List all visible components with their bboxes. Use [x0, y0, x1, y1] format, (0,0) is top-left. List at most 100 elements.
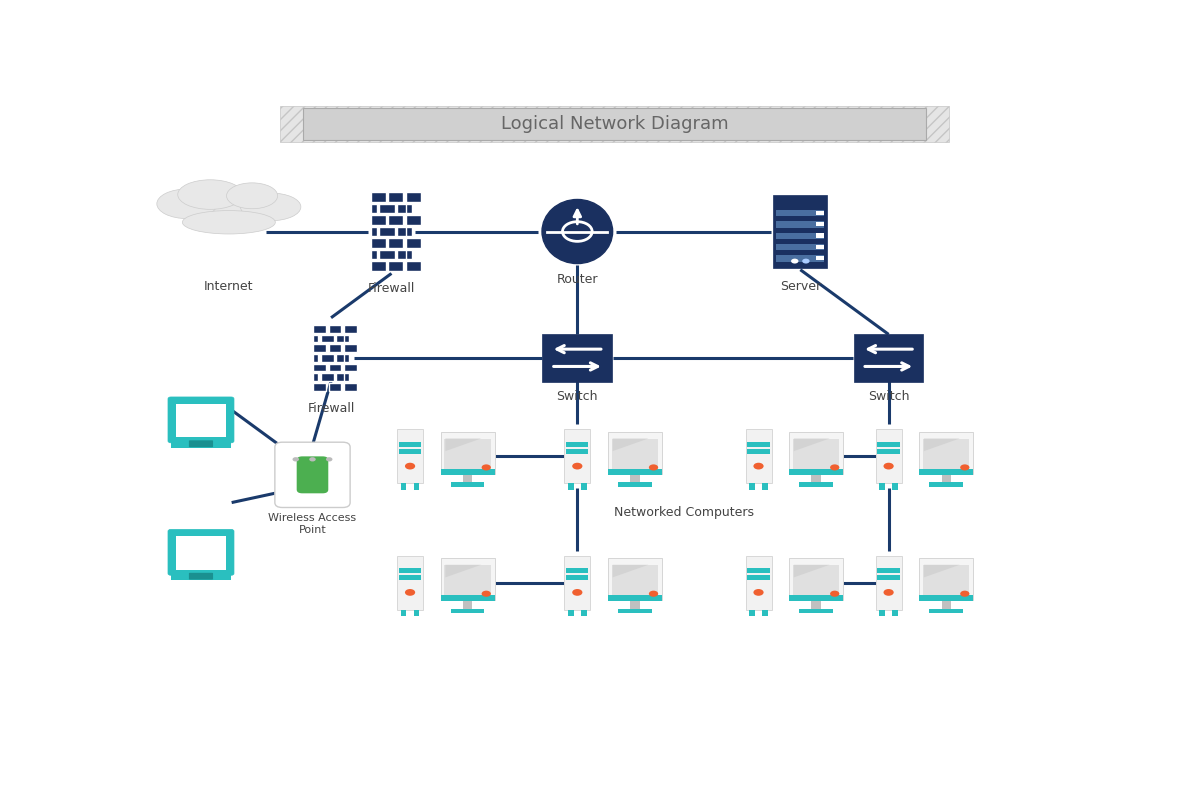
FancyBboxPatch shape [337, 374, 349, 381]
FancyBboxPatch shape [568, 483, 573, 490]
FancyBboxPatch shape [344, 325, 357, 333]
FancyBboxPatch shape [812, 474, 821, 482]
Circle shape [649, 464, 658, 470]
FancyBboxPatch shape [566, 449, 589, 454]
FancyBboxPatch shape [441, 595, 495, 601]
FancyBboxPatch shape [344, 354, 349, 362]
FancyBboxPatch shape [399, 442, 421, 446]
Ellipse shape [542, 199, 613, 263]
FancyBboxPatch shape [329, 344, 342, 352]
FancyBboxPatch shape [399, 449, 421, 454]
FancyBboxPatch shape [388, 261, 403, 270]
FancyBboxPatch shape [406, 238, 421, 248]
Ellipse shape [241, 193, 301, 221]
FancyBboxPatch shape [406, 226, 412, 236]
FancyBboxPatch shape [189, 440, 213, 447]
FancyBboxPatch shape [776, 210, 825, 216]
FancyBboxPatch shape [344, 363, 357, 371]
FancyBboxPatch shape [611, 566, 658, 596]
Circle shape [326, 457, 332, 462]
FancyBboxPatch shape [619, 609, 652, 614]
FancyBboxPatch shape [789, 558, 843, 600]
FancyBboxPatch shape [747, 575, 770, 580]
FancyBboxPatch shape [313, 383, 326, 390]
FancyBboxPatch shape [892, 610, 898, 616]
FancyBboxPatch shape [370, 204, 376, 214]
FancyBboxPatch shape [773, 194, 827, 269]
FancyBboxPatch shape [399, 568, 421, 573]
FancyBboxPatch shape [875, 555, 902, 610]
FancyBboxPatch shape [582, 483, 586, 490]
FancyBboxPatch shape [923, 566, 970, 596]
FancyBboxPatch shape [608, 558, 662, 600]
FancyBboxPatch shape [380, 250, 394, 259]
FancyBboxPatch shape [631, 600, 639, 609]
FancyBboxPatch shape [542, 334, 613, 382]
Polygon shape [613, 565, 649, 578]
Text: Internet: Internet [204, 279, 254, 293]
Circle shape [482, 464, 490, 470]
FancyBboxPatch shape [941, 474, 951, 482]
FancyBboxPatch shape [608, 595, 662, 601]
FancyBboxPatch shape [344, 344, 357, 352]
FancyBboxPatch shape [463, 600, 472, 609]
FancyBboxPatch shape [321, 374, 333, 381]
FancyBboxPatch shape [397, 430, 423, 483]
FancyBboxPatch shape [406, 261, 421, 270]
FancyBboxPatch shape [879, 483, 885, 490]
FancyBboxPatch shape [329, 325, 342, 333]
FancyBboxPatch shape [763, 610, 767, 616]
FancyBboxPatch shape [566, 442, 589, 446]
Text: Networked Computers: Networked Computers [614, 506, 754, 518]
FancyBboxPatch shape [337, 334, 349, 342]
FancyBboxPatch shape [793, 439, 839, 470]
Circle shape [309, 457, 315, 462]
Circle shape [572, 589, 583, 596]
Polygon shape [794, 565, 830, 578]
Circle shape [884, 462, 893, 470]
FancyBboxPatch shape [400, 483, 406, 490]
FancyBboxPatch shape [406, 204, 412, 214]
FancyBboxPatch shape [337, 354, 349, 362]
FancyBboxPatch shape [923, 439, 970, 470]
FancyBboxPatch shape [749, 483, 755, 490]
Circle shape [649, 590, 658, 597]
FancyBboxPatch shape [631, 474, 639, 482]
Circle shape [830, 464, 839, 470]
FancyBboxPatch shape [789, 432, 843, 474]
FancyBboxPatch shape [817, 256, 824, 261]
FancyBboxPatch shape [168, 397, 234, 443]
FancyBboxPatch shape [168, 530, 234, 575]
FancyBboxPatch shape [566, 575, 589, 580]
FancyBboxPatch shape [929, 482, 963, 487]
Polygon shape [613, 438, 649, 451]
FancyBboxPatch shape [582, 610, 586, 616]
FancyBboxPatch shape [399, 575, 421, 580]
FancyBboxPatch shape [388, 193, 403, 202]
FancyBboxPatch shape [406, 250, 412, 259]
FancyBboxPatch shape [397, 226, 412, 236]
FancyBboxPatch shape [875, 430, 902, 483]
FancyBboxPatch shape [370, 261, 386, 270]
Circle shape [791, 258, 799, 263]
Circle shape [405, 589, 415, 596]
FancyBboxPatch shape [189, 573, 213, 579]
FancyBboxPatch shape [370, 250, 376, 259]
FancyBboxPatch shape [565, 555, 590, 610]
Circle shape [960, 590, 970, 597]
FancyBboxPatch shape [313, 374, 318, 381]
FancyBboxPatch shape [344, 383, 357, 390]
FancyBboxPatch shape [878, 442, 899, 446]
Circle shape [753, 589, 764, 596]
FancyBboxPatch shape [463, 474, 472, 482]
FancyBboxPatch shape [878, 568, 899, 573]
Ellipse shape [177, 180, 242, 210]
Circle shape [802, 258, 809, 263]
FancyBboxPatch shape [400, 610, 406, 616]
FancyBboxPatch shape [397, 204, 412, 214]
FancyBboxPatch shape [747, 442, 770, 446]
FancyBboxPatch shape [313, 363, 326, 371]
FancyBboxPatch shape [566, 568, 589, 573]
FancyBboxPatch shape [388, 215, 403, 225]
Text: Firewall: Firewall [307, 402, 355, 415]
